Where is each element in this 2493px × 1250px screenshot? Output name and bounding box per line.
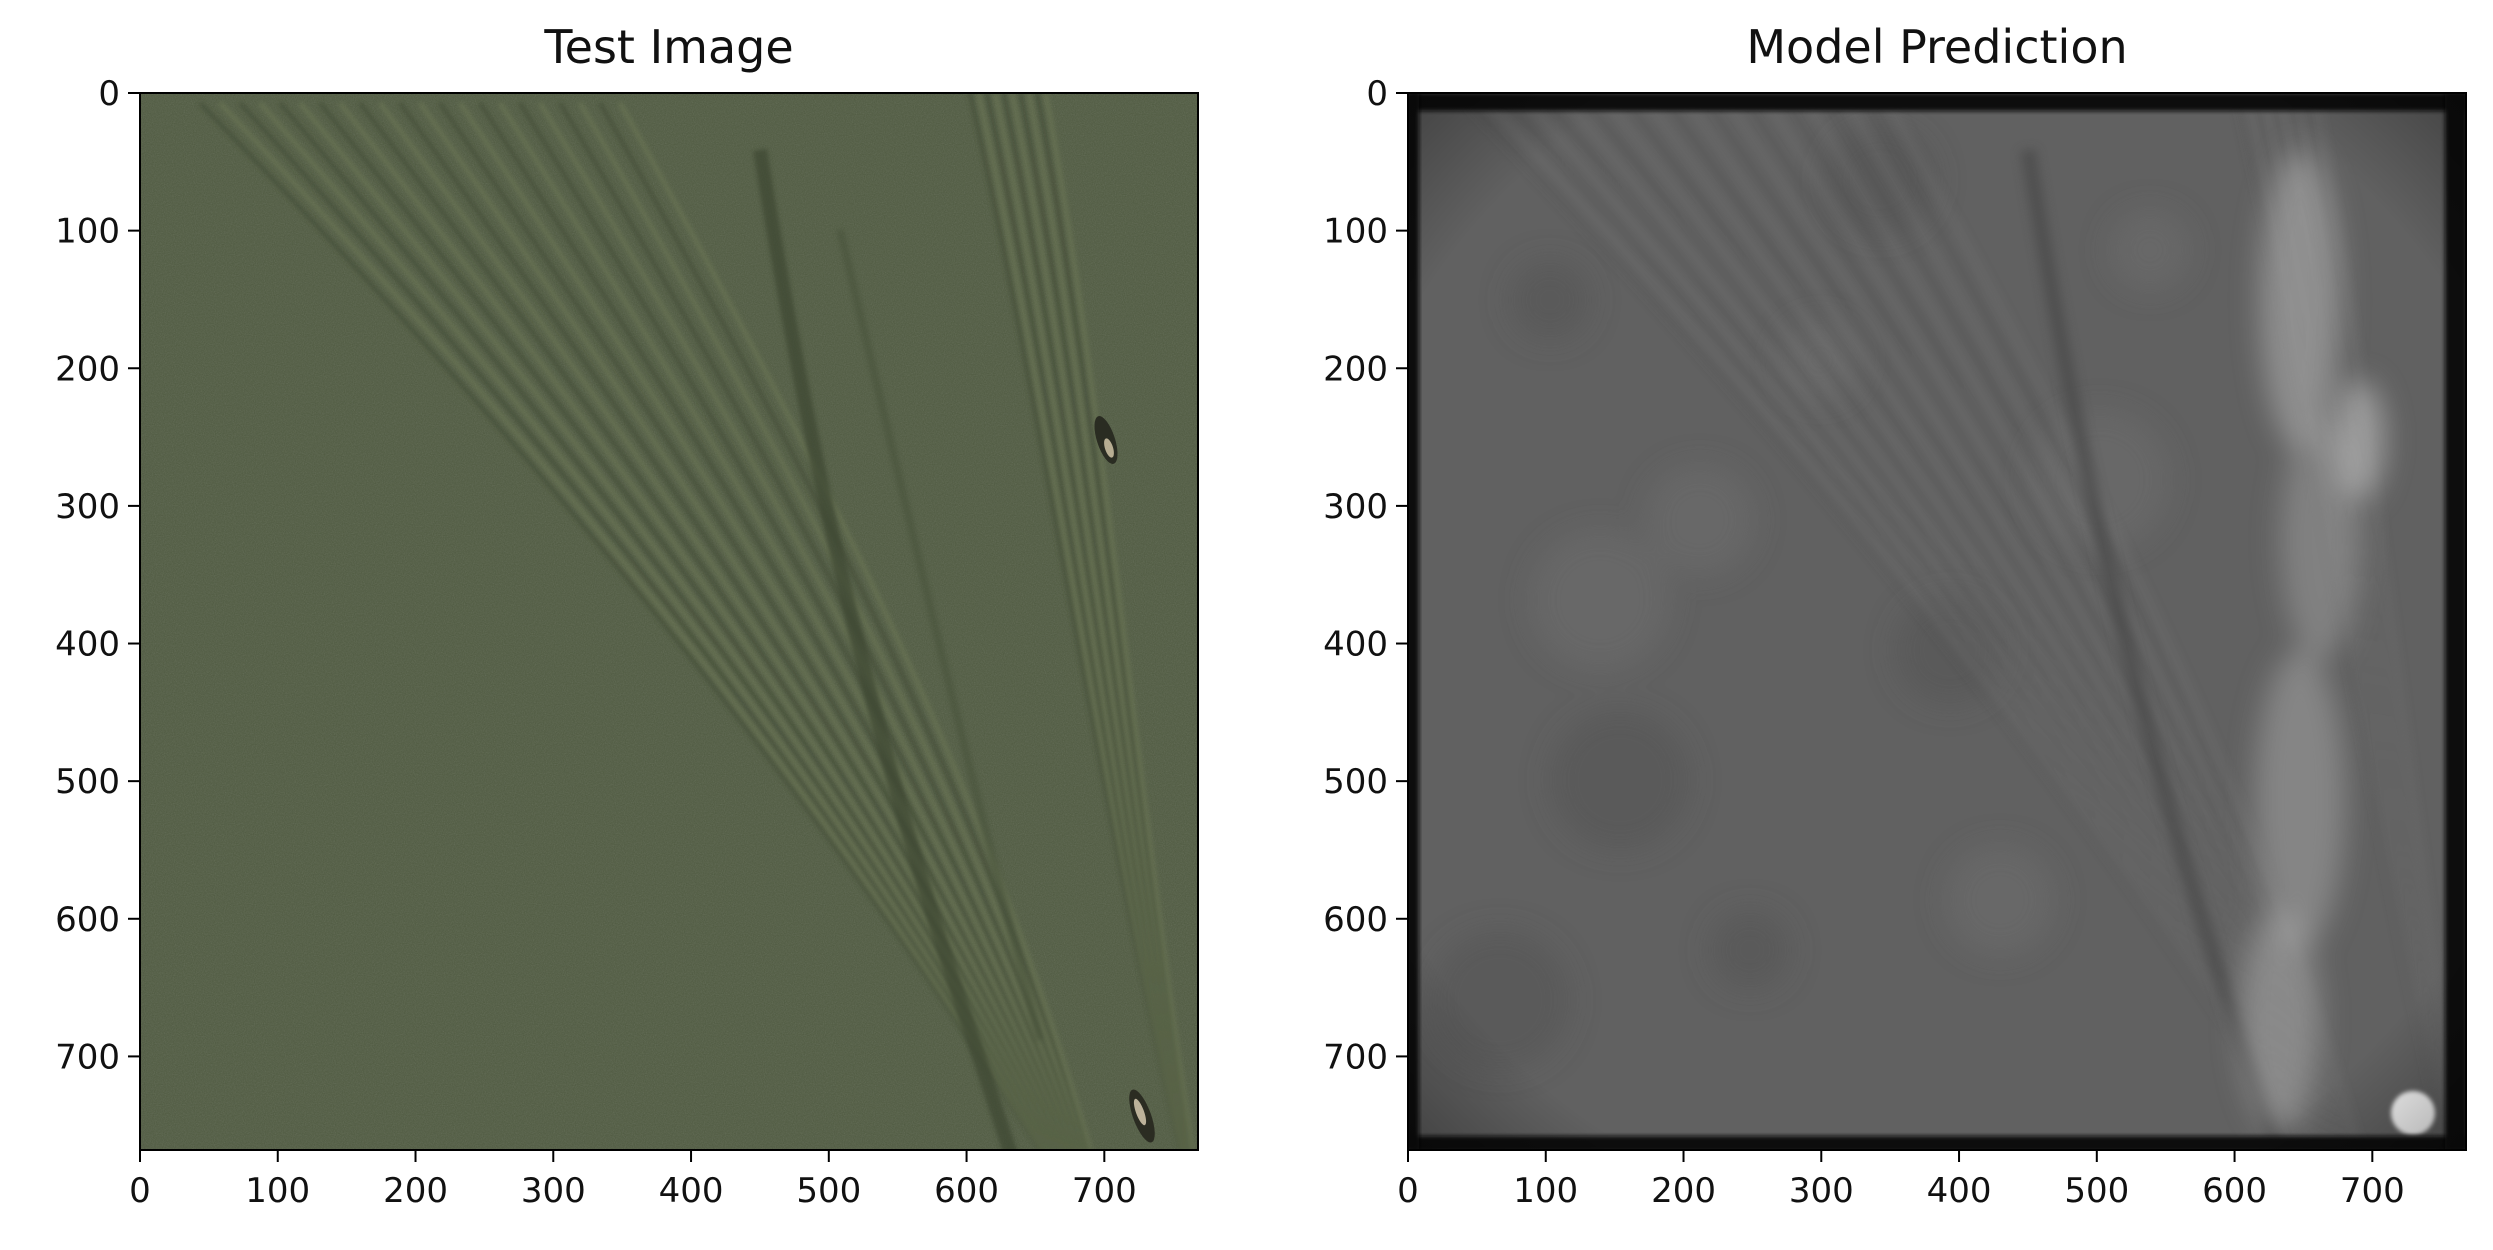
y-tick-label: 300 xyxy=(55,487,120,527)
ripple-line xyxy=(437,101,1072,1150)
ripple-line xyxy=(517,101,1081,1150)
ripple-line xyxy=(1026,93,1193,1150)
ripple-line xyxy=(377,101,1064,1150)
test-image-panel: Test Image 0 100 200 300 400 500 600 700 0 100 200… xyxy=(55,20,1199,1211)
y-tick-label: 100 xyxy=(55,212,120,252)
y-tick-label: 200 xyxy=(1323,349,1388,389)
ripple-line xyxy=(984,93,1186,1150)
prediction-image xyxy=(1408,93,2466,1150)
axis-ticks: 0 100 200 300 400 500 600 700 0 100 200 300 400 500 60… xyxy=(55,74,1137,1211)
x-tick-label: 200 xyxy=(383,1171,448,1211)
boat-lower-highlight xyxy=(1133,1098,1147,1126)
y-tick-label: 200 xyxy=(55,349,120,389)
x-tick-label: 700 xyxy=(1072,1171,1137,1211)
y-tick-label: 700 xyxy=(1323,1037,1388,1077)
wake-trail xyxy=(753,148,1017,1150)
x-tick-label: 200 xyxy=(1651,1171,1716,1211)
model-prediction-panel: Model Prediction xyxy=(1323,20,2467,1211)
ripple-line xyxy=(218,101,1045,1150)
test-image xyxy=(140,93,1198,1150)
y-tick-label: 500 xyxy=(55,762,120,802)
y-tick-label: 0 xyxy=(1366,74,1388,114)
ripple-line xyxy=(497,101,1079,1150)
y-tick-label: 500 xyxy=(1323,762,1388,802)
x-tick-label: 700 xyxy=(2340,1171,2405,1211)
ripple-line xyxy=(1034,93,1194,1150)
y-tick-label: 600 xyxy=(1323,900,1388,940)
ripple-line xyxy=(967,93,1183,1150)
x-tick-label: 500 xyxy=(796,1171,861,1211)
ripple-line xyxy=(238,101,1047,1150)
x-tick-label: 600 xyxy=(2202,1171,2267,1211)
boat-upper-highlight xyxy=(1104,438,1114,458)
ripple-line xyxy=(975,93,1184,1150)
ripple-line xyxy=(258,101,1050,1150)
x-tick-label: 400 xyxy=(1927,1171,1992,1211)
ripple-line xyxy=(597,101,1091,1150)
y-tick-label: 100 xyxy=(1323,212,1388,252)
ripple-line xyxy=(198,101,1043,1150)
panel-title: Model Prediction xyxy=(1746,20,2127,74)
y-tick-label: 0 xyxy=(98,74,120,114)
panel-title: Test Image xyxy=(543,20,793,74)
y-tick-label: 700 xyxy=(55,1037,120,1077)
ripple-line xyxy=(1001,93,1189,1150)
x-tick-label: 100 xyxy=(1513,1171,1578,1211)
ripple-line xyxy=(477,101,1076,1150)
ripple-line xyxy=(1043,93,1196,1150)
ripple-line xyxy=(992,93,1187,1150)
x-tick-label: 400 xyxy=(659,1171,724,1211)
ripple-line xyxy=(457,101,1074,1150)
ripple-line xyxy=(537,101,1084,1150)
ripple-line xyxy=(617,101,1093,1150)
y-tick-label: 400 xyxy=(1323,625,1388,665)
ripple-line xyxy=(1017,93,1191,1150)
x-tick-label: 600 xyxy=(934,1171,999,1211)
wake-trail-faint xyxy=(836,229,1044,1042)
y-tick-label: 300 xyxy=(1323,487,1388,527)
x-tick-label: 500 xyxy=(2064,1171,2129,1211)
y-tick-label: 600 xyxy=(55,900,120,940)
y-tick-label: 400 xyxy=(55,625,120,665)
x-tick-label: 300 xyxy=(521,1171,586,1211)
ripple-line xyxy=(417,101,1069,1150)
edge-vignette xyxy=(1408,93,2466,1150)
axis-ticks: 0 100 200 300 400 500 600 700 0 100 200 300 400 500 60… xyxy=(1323,74,2405,1211)
ripple-line xyxy=(397,101,1067,1150)
x-tick-label: 0 xyxy=(1397,1171,1419,1211)
axes-frame xyxy=(139,92,1199,1151)
ripple-line xyxy=(358,101,1062,1150)
ripple-line xyxy=(278,101,1052,1150)
ripple-line xyxy=(1009,93,1190,1150)
x-tick-label: 100 xyxy=(245,1171,310,1211)
axes-frame xyxy=(1407,92,2467,1151)
x-tick-label: 300 xyxy=(1789,1171,1854,1211)
x-tick-label: 0 xyxy=(129,1171,151,1211)
